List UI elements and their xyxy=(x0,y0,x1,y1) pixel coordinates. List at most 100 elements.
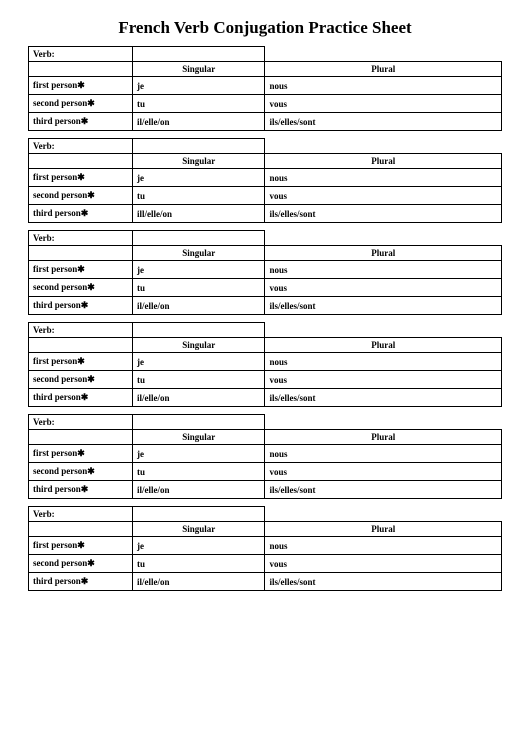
third-singular-cell[interactable]: ill/elle/on xyxy=(133,205,265,223)
third-plural-cell[interactable]: ils/elles/sont xyxy=(265,205,502,223)
conjugation-table: Verb: Singular Plural first person✱ je n… xyxy=(28,506,502,591)
verb-label-cell: Verb: xyxy=(29,47,133,62)
verb-label-cell: Verb: xyxy=(29,507,133,522)
person-label: third person✱ xyxy=(29,113,133,131)
conjugation-block: Verb: Singular Plural first person✱ je n… xyxy=(28,46,502,131)
third-singular-cell[interactable]: il/elle/on xyxy=(133,573,265,591)
header-empty xyxy=(29,522,133,537)
first-plural-cell[interactable]: nous xyxy=(265,445,502,463)
third-singular-cell[interactable]: il/elle/on xyxy=(133,389,265,407)
verb-input-cell[interactable] xyxy=(133,507,265,522)
third-person-row: third person✱ il/elle/on ils/elles/sont xyxy=(29,573,502,591)
third-singular-cell[interactable]: il/elle/on xyxy=(133,481,265,499)
second-singular-cell[interactable]: tu xyxy=(133,95,265,113)
second-plural-cell[interactable]: vous xyxy=(265,371,502,389)
person-label: first person✱ xyxy=(29,353,133,371)
third-person-row: third person✱ il/elle/on ils/elles/sont xyxy=(29,389,502,407)
conjugation-block: Verb: Singular Plural first person✱ je n… xyxy=(28,322,502,407)
second-person-row: second person✱ tu vous xyxy=(29,463,502,481)
verb-row: Verb: xyxy=(29,231,502,246)
second-person-row: second person✱ tu vous xyxy=(29,279,502,297)
person-label: second person✱ xyxy=(29,279,133,297)
header-plural: Plural xyxy=(265,522,502,537)
first-plural-cell[interactable]: nous xyxy=(265,169,502,187)
first-singular-cell[interactable]: je xyxy=(133,445,265,463)
second-plural-cell[interactable]: vous xyxy=(265,187,502,205)
second-plural-cell[interactable]: vous xyxy=(265,279,502,297)
first-plural-cell[interactable]: nous xyxy=(265,77,502,95)
third-plural-cell[interactable]: ils/elles/sont xyxy=(265,297,502,315)
third-plural-cell[interactable]: ils/elles/sont xyxy=(265,389,502,407)
conjugation-block: Verb: Singular Plural first person✱ je n… xyxy=(28,230,502,315)
conjugation-table: Verb: Singular Plural first person✱ je n… xyxy=(28,46,502,131)
first-plural-cell[interactable]: nous xyxy=(265,537,502,555)
third-plural-cell[interactable]: ils/elles/sont xyxy=(265,573,502,591)
second-singular-cell[interactable]: tu xyxy=(133,187,265,205)
header-plural: Plural xyxy=(265,430,502,445)
first-singular-cell[interactable]: je xyxy=(133,77,265,95)
second-plural-cell[interactable]: vous xyxy=(265,95,502,113)
header-singular: Singular xyxy=(133,522,265,537)
header-empty xyxy=(29,430,133,445)
header-empty xyxy=(29,246,133,261)
second-singular-cell[interactable]: tu xyxy=(133,555,265,573)
conjugation-block: Verb: Singular Plural first person✱ je n… xyxy=(28,138,502,223)
person-label: third person✱ xyxy=(29,481,133,499)
second-person-row: second person✱ tu vous xyxy=(29,95,502,113)
verb-spacer xyxy=(265,507,502,522)
verb-spacer xyxy=(265,139,502,154)
first-singular-cell[interactable]: je xyxy=(133,537,265,555)
person-label: first person✱ xyxy=(29,169,133,187)
first-singular-cell[interactable]: je xyxy=(133,261,265,279)
person-label: third person✱ xyxy=(29,297,133,315)
header-singular: Singular xyxy=(133,430,265,445)
verb-label-cell: Verb: xyxy=(29,231,133,246)
third-singular-cell[interactable]: il/elle/on xyxy=(133,113,265,131)
verb-input-cell[interactable] xyxy=(133,231,265,246)
header-row: Singular Plural xyxy=(29,62,502,77)
second-plural-cell[interactable]: vous xyxy=(265,555,502,573)
person-label: second person✱ xyxy=(29,371,133,389)
verb-row: Verb: xyxy=(29,507,502,522)
verb-input-cell[interactable] xyxy=(133,323,265,338)
verb-input-cell[interactable] xyxy=(133,139,265,154)
verb-spacer xyxy=(265,231,502,246)
header-row: Singular Plural xyxy=(29,154,502,169)
verb-label-cell: Verb: xyxy=(29,415,133,430)
first-plural-cell[interactable]: nous xyxy=(265,261,502,279)
person-label: first person✱ xyxy=(29,445,133,463)
header-singular: Singular xyxy=(133,62,265,77)
header-row: Singular Plural xyxy=(29,246,502,261)
first-person-row: first person✱ je nous xyxy=(29,353,502,371)
person-label: second person✱ xyxy=(29,95,133,113)
third-person-row: third person✱ il/elle/on ils/elles/sont xyxy=(29,113,502,131)
first-singular-cell[interactable]: je xyxy=(133,169,265,187)
third-singular-cell[interactable]: il/elle/on xyxy=(133,297,265,315)
first-person-row: first person✱ je nous xyxy=(29,537,502,555)
conjugation-block: Verb: Singular Plural first person✱ je n… xyxy=(28,414,502,499)
second-person-row: second person✱ tu vous xyxy=(29,371,502,389)
worksheet-page: French Verb Conjugation Practice Sheet V… xyxy=(0,0,530,749)
verb-spacer xyxy=(265,323,502,338)
verb-input-cell[interactable] xyxy=(133,47,265,62)
person-label: third person✱ xyxy=(29,573,133,591)
person-label: second person✱ xyxy=(29,463,133,481)
verb-label-cell: Verb: xyxy=(29,323,133,338)
person-label: first person✱ xyxy=(29,77,133,95)
third-plural-cell[interactable]: ils/elles/sont xyxy=(265,481,502,499)
header-plural: Plural xyxy=(265,62,502,77)
second-singular-cell[interactable]: tu xyxy=(133,463,265,481)
first-plural-cell[interactable]: nous xyxy=(265,353,502,371)
third-plural-cell[interactable]: ils/elles/sont xyxy=(265,113,502,131)
first-person-row: first person✱ je nous xyxy=(29,169,502,187)
second-plural-cell[interactable]: vous xyxy=(265,463,502,481)
verb-row: Verb: xyxy=(29,47,502,62)
header-row: Singular Plural xyxy=(29,522,502,537)
second-singular-cell[interactable]: tu xyxy=(133,371,265,389)
second-singular-cell[interactable]: tu xyxy=(133,279,265,297)
first-person-row: first person✱ je nous xyxy=(29,261,502,279)
person-label: third person✱ xyxy=(29,389,133,407)
verb-input-cell[interactable] xyxy=(133,415,265,430)
first-singular-cell[interactable]: je xyxy=(133,353,265,371)
header-empty xyxy=(29,62,133,77)
